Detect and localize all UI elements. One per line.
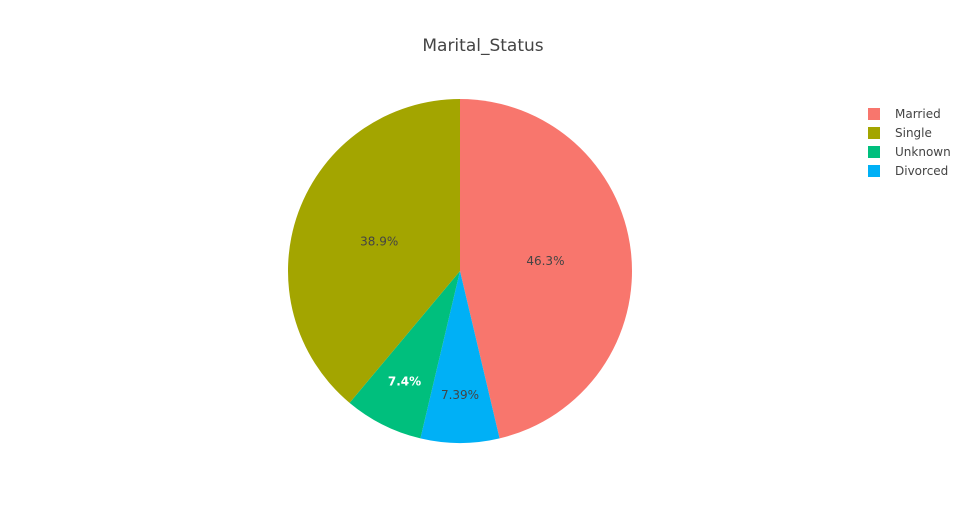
pie-slice-divorced[interactable] — [420, 271, 500, 443]
chart-title: Marital_Status — [422, 36, 543, 56]
pie-slice-married[interactable] — [460, 99, 632, 439]
pie-slice-unknown[interactable] — [349, 271, 460, 439]
legend-swatch — [868, 108, 880, 120]
slice-label-married: 46.3% — [526, 254, 564, 268]
legend: Married Single Unknown Divorced — [868, 107, 951, 178]
slice-label-divorced: 7.39% — [441, 388, 479, 402]
legend-label: Unknown — [895, 145, 951, 159]
legend-label: Divorced — [895, 164, 948, 178]
legend-item-single[interactable]: Single — [868, 126, 932, 140]
legend-item-divorced[interactable]: Divorced — [868, 164, 948, 178]
legend-label: Married — [895, 107, 941, 121]
legend-item-unknown[interactable]: Unknown — [868, 145, 951, 159]
legend-swatch — [868, 165, 880, 177]
pie-slices — [287, 99, 632, 443]
slice-label-single: 38.9% — [360, 235, 398, 249]
legend-item-married[interactable]: Married — [868, 107, 941, 121]
pie-slice-labels: 46.3% 7.39% 7.4% 38.9% — [360, 235, 564, 402]
legend-label: Single — [895, 126, 932, 140]
slice-label-unknown: 7.4% — [388, 375, 421, 389]
legend-swatch — [868, 146, 880, 158]
legend-swatch — [868, 127, 880, 139]
pie-slice-single[interactable] — [287, 99, 460, 403]
